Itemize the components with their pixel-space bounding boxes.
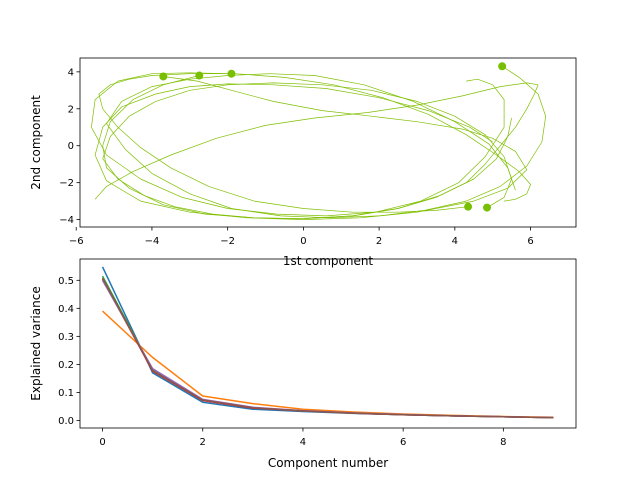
bottom-x-axis-label: Component number bbox=[268, 456, 388, 470]
y-tick-label: 0.1 bbox=[58, 388, 74, 399]
top-axes-frame bbox=[79, 57, 577, 228]
top-y-ticks: −4 −2 0 2 4 bbox=[59, 67, 80, 226]
x-tick-label: 6 bbox=[400, 437, 406, 448]
start-marker bbox=[498, 62, 507, 71]
x-tick-label: 0 bbox=[300, 236, 306, 247]
bottom-y-axis-label: Explained variance bbox=[29, 286, 43, 400]
variance-lines bbox=[101, 266, 554, 419]
bottom-x-ticks: 0 2 4 6 8 bbox=[99, 428, 507, 448]
y-tick-label: 0.0 bbox=[58, 416, 74, 427]
x-tick-label: 4 bbox=[452, 236, 458, 247]
explained-variance-plot: 0 2 4 6 8 0.0 0.1 0.2 0.3 0.4 0.5 Component numbe… bbox=[29, 258, 577, 470]
start-marker bbox=[483, 203, 492, 212]
y-tick-label: −4 bbox=[59, 215, 74, 226]
start-marker bbox=[227, 69, 236, 78]
trajectory-line bbox=[106, 66, 547, 219]
trajectory-line bbox=[102, 82, 512, 220]
x-tick-label: 8 bbox=[500, 437, 506, 448]
y-tick-label: 4 bbox=[68, 67, 74, 78]
start-marker bbox=[159, 72, 168, 81]
top-x-ticks: −6 −4 −2 0 2 4 6 bbox=[69, 227, 534, 247]
top-y-axis-label: 2nd component bbox=[29, 95, 43, 190]
y-tick-label: 0.5 bbox=[58, 276, 74, 287]
x-tick-label: −4 bbox=[145, 236, 160, 247]
trajectory-start-markers bbox=[159, 62, 507, 212]
bottom-axes-frame bbox=[79, 258, 577, 429]
y-tick-label: 2 bbox=[68, 104, 74, 115]
start-marker bbox=[464, 202, 473, 211]
x-tick-label: 2 bbox=[200, 437, 206, 448]
pca-trajectory-plot: −6 −4 −2 0 2 4 6 −4 −2 0 2 4 1st component 2nd com… bbox=[29, 57, 577, 268]
x-tick-label: 4 bbox=[300, 437, 306, 448]
y-tick-label: 0.2 bbox=[58, 360, 74, 371]
x-tick-label: 2 bbox=[376, 236, 382, 247]
y-tick-label: 0 bbox=[68, 141, 74, 152]
trajectory-lines bbox=[91, 66, 547, 220]
trajectory-line bbox=[98, 73, 531, 213]
y-tick-label: −2 bbox=[59, 178, 74, 189]
top-x-axis-label: 1st component bbox=[283, 254, 374, 268]
start-marker bbox=[195, 71, 204, 80]
bottom-y-ticks: 0.0 0.1 0.2 0.3 0.4 0.5 bbox=[58, 276, 80, 427]
x-tick-label: 0 bbox=[99, 437, 105, 448]
y-tick-label: 0.4 bbox=[58, 304, 74, 315]
trajectory-line bbox=[94, 76, 528, 220]
x-tick-label: −6 bbox=[69, 236, 84, 247]
x-tick-label: 6 bbox=[527, 236, 533, 247]
x-tick-label: −2 bbox=[220, 236, 235, 247]
variance-series-line bbox=[101, 277, 554, 419]
trajectory-line bbox=[91, 72, 505, 217]
y-tick-label: 0.3 bbox=[58, 332, 74, 343]
trajectory-line bbox=[94, 75, 539, 220]
